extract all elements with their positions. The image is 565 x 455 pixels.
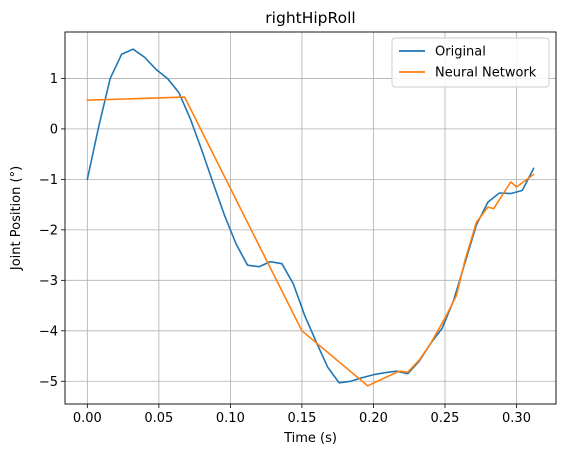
- series-layer: [86, 48, 535, 387]
- y-tick-label: −3: [39, 274, 58, 289]
- y-tick-label: 1: [50, 72, 58, 87]
- legend-box: [391, 37, 550, 88]
- legend: Original Neural Network: [391, 37, 550, 88]
- x-tick-label: 0.05: [144, 411, 173, 426]
- x-tick-label: 0.00: [73, 411, 102, 426]
- y-tick-label: −5: [39, 375, 58, 390]
- legend-label-0: Original: [435, 45, 486, 60]
- x-tick-label: 0.15: [287, 411, 316, 426]
- y-tick-label: −2: [39, 223, 58, 238]
- x-tick-label: 0.30: [502, 411, 531, 426]
- plot-area-frame: [64, 31, 557, 405]
- x-axis-title: Time (s): [283, 431, 337, 446]
- y-axis-title: Joint Position (°): [9, 166, 24, 271]
- y-tick-label: −4: [39, 324, 58, 339]
- legend-label-1: Neural Network: [435, 66, 537, 81]
- series-line-1: [86, 96, 535, 387]
- x-tick-label: 0.10: [216, 411, 245, 426]
- x-tick-label: 0.20: [359, 411, 388, 426]
- y-tick-label: 0: [50, 122, 58, 137]
- chart-title: rightHipRoll: [265, 9, 355, 27]
- y-tick-label: −1: [39, 173, 58, 188]
- x-tick-label: 0.25: [431, 411, 460, 426]
- axis-ticks: 0.00 0.05 0.10 0.15 0.20 0.25 0.30 −5 −4 −3 −2 −1 0 1: [39, 72, 531, 426]
